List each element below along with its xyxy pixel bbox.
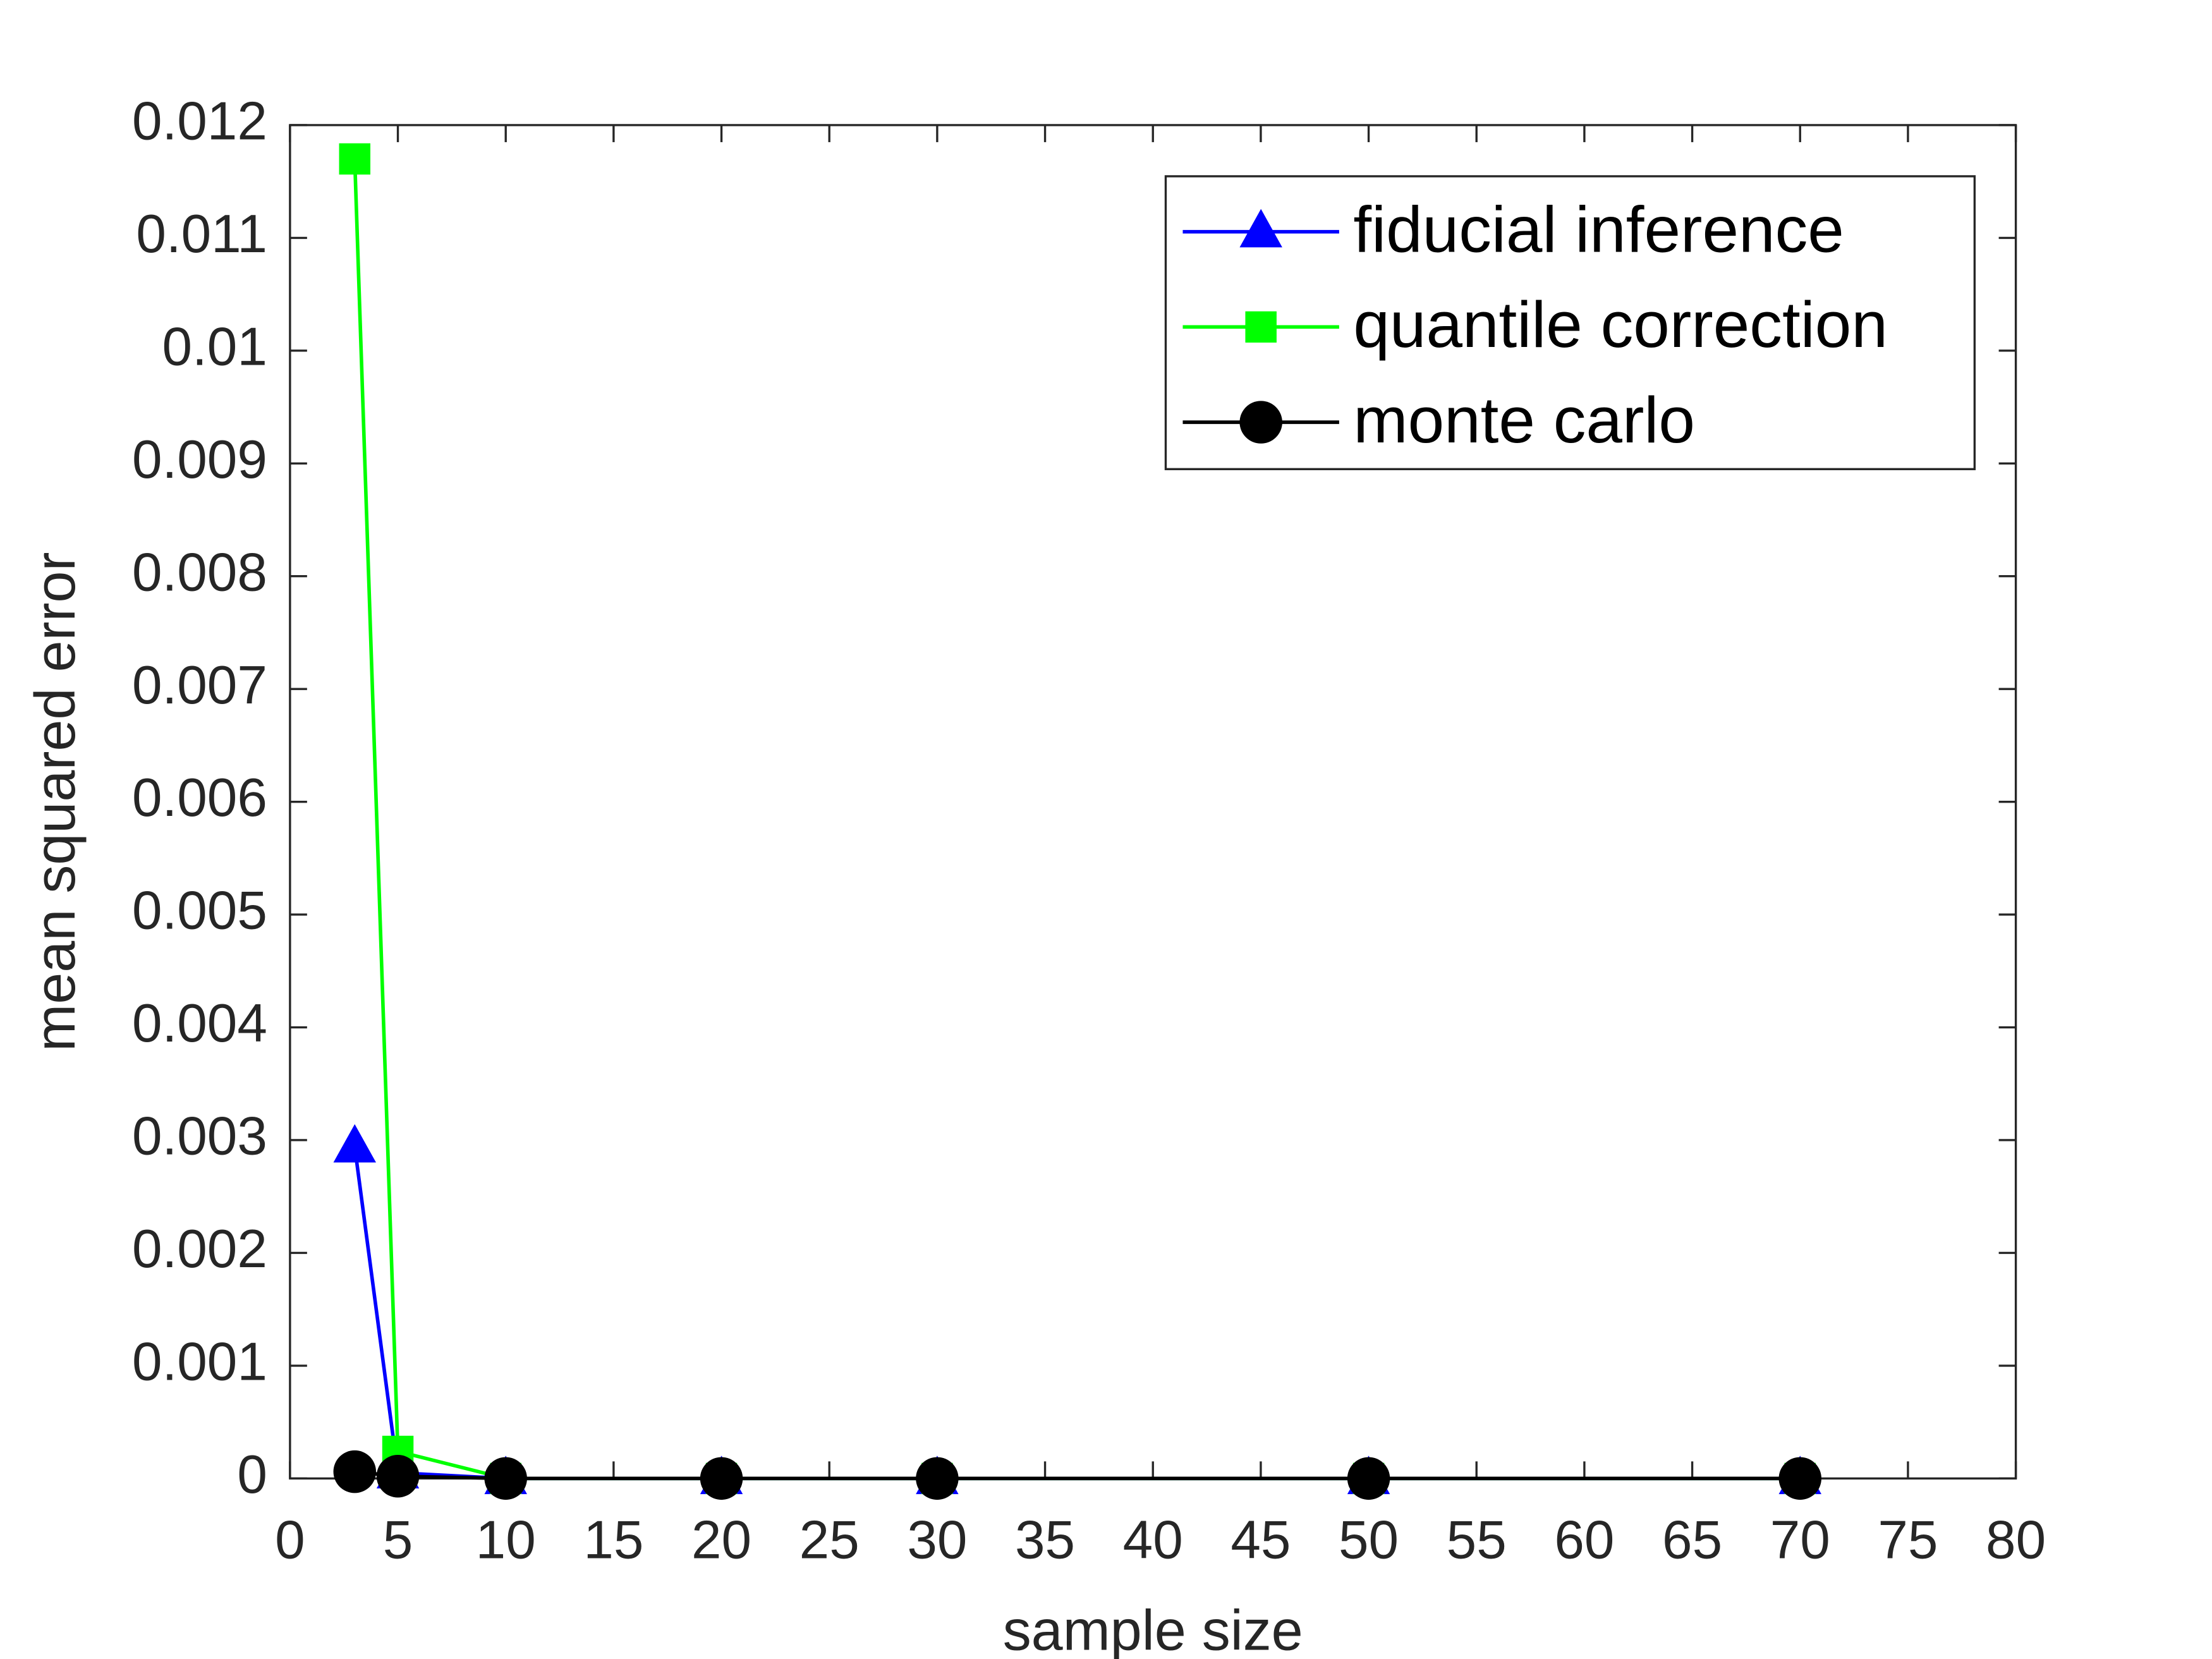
y-tick-label: 0.009 (132, 430, 267, 490)
data-point (1778, 1457, 1821, 1500)
y-tick-label: 0.011 (136, 204, 267, 264)
y-tick-label: 0.003 (132, 1107, 267, 1167)
y-tick-label: 0.012 (132, 92, 267, 152)
x-tick-label: 75 (1878, 1510, 1938, 1570)
y-tick-label: 0.001 (132, 1332, 267, 1392)
y-tick-label: 0.01 (162, 317, 267, 377)
data-point (333, 1124, 377, 1163)
legend-marker (1239, 401, 1282, 444)
y-tick-label: 0.005 (132, 881, 267, 941)
data-point (916, 1457, 959, 1500)
x-tick-label: 0 (275, 1510, 305, 1570)
x-tick-label: 40 (1123, 1510, 1183, 1570)
y-tick-label: 0 (237, 1445, 267, 1505)
x-tick-label: 55 (1447, 1510, 1507, 1570)
data-point (1347, 1457, 1390, 1500)
x-tick-label: 70 (1770, 1510, 1830, 1570)
data-point (339, 143, 371, 175)
x-tick-label: 25 (799, 1510, 860, 1570)
x-tick-label: 5 (383, 1510, 413, 1570)
data-point (700, 1457, 743, 1500)
legend-box (1164, 175, 1976, 470)
x-tick-label: 80 (1986, 1510, 2046, 1570)
y-axis-label: mean squared error (24, 552, 87, 1052)
y-tick-label: 0.004 (132, 994, 267, 1054)
x-tick-label: 50 (1339, 1510, 1399, 1570)
x-axis-label: sample size (1003, 1600, 1303, 1659)
x-tick-label: 60 (1554, 1510, 1614, 1570)
x-tick-label: 30 (907, 1510, 967, 1570)
x-tick-label: 35 (1015, 1510, 1075, 1570)
x-tick-label: 45 (1231, 1510, 1291, 1570)
y-tick-label: 0.007 (132, 655, 267, 715)
data-point (376, 1455, 420, 1498)
data-point (333, 1450, 377, 1493)
data-point (484, 1457, 527, 1500)
y-tick-label: 0.008 (132, 542, 267, 602)
legend-marker (1245, 311, 1277, 343)
y-tick-label: 0.006 (132, 768, 267, 828)
y-tick-label: 0.002 (132, 1219, 267, 1279)
x-tick-label: 15 (583, 1510, 643, 1570)
legend-label: fiducial inference (1353, 192, 1844, 265)
x-tick-label: 20 (691, 1510, 751, 1570)
x-tick-label: 10 (476, 1510, 536, 1570)
legend-label: monte carlo (1353, 383, 1695, 456)
legend-marker (1239, 209, 1282, 248)
x-tick-label: 65 (1662, 1510, 1722, 1570)
legend-label: quantile correction (1353, 288, 1887, 361)
